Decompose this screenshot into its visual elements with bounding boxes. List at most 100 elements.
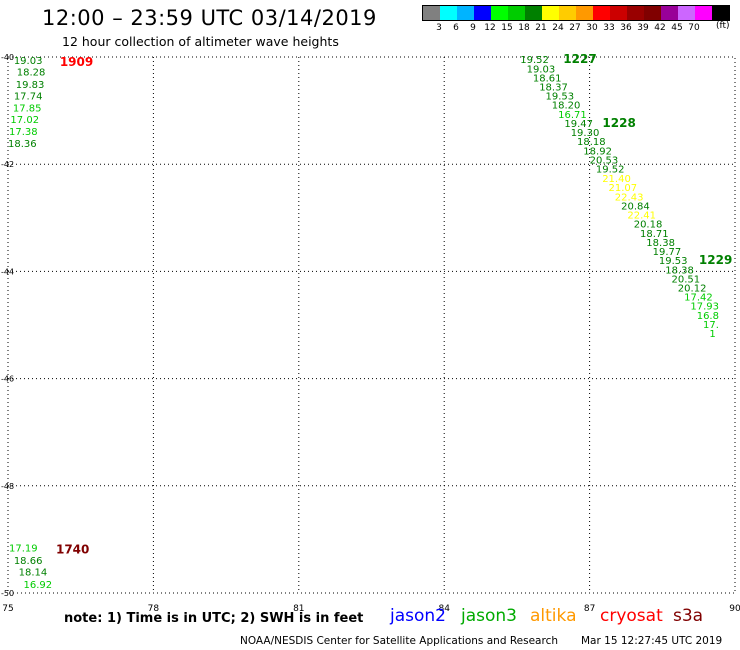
y-tick-label: -42 <box>1 160 14 169</box>
legend-tick-label: 27 <box>569 23 581 33</box>
footer-note: note: 1) Time is in UTC; 2) SWH is in fe… <box>64 611 364 626</box>
swh-label: 19.53 <box>545 92 574 103</box>
legend-swatch <box>525 6 542 20</box>
swh-label: 21.40 <box>602 174 631 185</box>
x-tick-label: 87 <box>584 604 595 614</box>
swh-label: 17.74 <box>14 92 43 103</box>
swh-label: 21.07 <box>609 183 638 194</box>
legend-tick-label: 39 <box>637 23 649 33</box>
x-tick-label: 84 <box>438 604 450 614</box>
legend-swatch <box>627 6 644 20</box>
swh-label: 17.19 <box>9 543 38 554</box>
swh-label: 22.43 <box>615 192 644 203</box>
swh-label: 17. <box>703 320 719 331</box>
legend-tick-label: 70 <box>688 23 700 33</box>
legend-swatch <box>695 6 712 20</box>
swh-label: 19.03 <box>527 64 556 75</box>
legend-swatch <box>712 6 729 20</box>
swh-label: 20.84 <box>621 201 650 212</box>
legend-tick-label: 12 <box>484 23 496 33</box>
swh-label: 18.20 <box>552 101 581 112</box>
swh-label: 18.37 <box>539 82 568 93</box>
swh-label: 18.66 <box>14 556 43 567</box>
legend-swatch <box>423 6 440 20</box>
legend-unit: (ft) <box>716 21 730 31</box>
swh-label: 19.53 <box>659 256 688 267</box>
legend-tick-label: 30 <box>586 23 598 33</box>
swh-label: 17.02 <box>10 115 39 126</box>
y-tick-label: -48 <box>1 482 14 491</box>
swh-label: 22.41 <box>627 211 656 222</box>
swh-label: 1 <box>709 329 715 340</box>
y-tick-label: -50 <box>1 589 14 598</box>
swh-label: 18.38 <box>646 238 675 249</box>
legend-swatch <box>474 6 491 20</box>
satellite-jason3: jason3 <box>461 606 517 626</box>
swh-label: 19.52 <box>520 55 549 66</box>
page-subtitle: 12 hour collection of altimeter wave hei… <box>62 34 339 49</box>
swh-label: 19.30 <box>571 128 600 139</box>
legend-swatch <box>576 6 593 20</box>
y-tick-label: -46 <box>1 375 14 384</box>
legend-swatch <box>491 6 508 20</box>
swh-label: 20.51 <box>672 274 701 285</box>
legend-tick-label: 24 <box>552 23 564 33</box>
legend-tick-label: 36 <box>620 23 632 33</box>
x-tick-label: 81 <box>293 604 304 614</box>
legend-tick-label: 9 <box>470 23 476 33</box>
page-title: 12:00 – 23:59 UTC 03/14/2019 <box>42 6 377 30</box>
swh-label: 18.71 <box>640 229 669 240</box>
swh-label: 19.77 <box>653 247 682 258</box>
legend-tick-label: 45 <box>671 23 683 33</box>
track-time-label: 1229 <box>699 253 732 267</box>
swh-label: 17.85 <box>13 103 42 114</box>
legend-tick-label: 33 <box>603 23 615 33</box>
legend-swatch <box>661 6 678 20</box>
legend-tick-label: 3 <box>436 23 442 33</box>
x-tick-label: 75 <box>2 604 13 614</box>
swh-label: 19.83 <box>16 80 45 91</box>
color-legend: 3 6 9 12 15 18 21 24 27 30 33 36 39 42 45 70 <box>422 5 730 35</box>
credit-line: NOAA/NESDIS Center for Satellite Applica… <box>240 635 558 647</box>
swh-label: 18.92 <box>583 146 612 157</box>
swh-label: 20.12 <box>678 283 707 294</box>
swh-label: 18.36 <box>8 139 37 150</box>
legend-tick-label: 18 <box>518 23 530 33</box>
swh-label: 16.92 <box>24 580 53 591</box>
y-tick-label: -44 <box>1 267 14 276</box>
satellite-cryosat: cryosat <box>600 606 663 626</box>
swh-label: 17.93 <box>690 302 719 313</box>
legend-swatch <box>440 6 457 20</box>
track-time-label: 1227 <box>563 52 596 66</box>
legend-swatch <box>678 6 695 20</box>
swh-label: 18.61 <box>533 73 562 84</box>
swh-label: 18.28 <box>17 67 46 78</box>
legend-swatch <box>457 6 474 20</box>
track-time-label: 1909 <box>60 55 93 69</box>
swh-label: 19.03 <box>14 56 43 67</box>
legend-tick-label: 15 <box>501 23 513 33</box>
swh-label: 17.38 <box>9 127 38 138</box>
legend-tick-label: 6 <box>453 23 459 33</box>
swh-label: 16.71 <box>558 110 587 121</box>
legend-swatches <box>422 5 730 21</box>
legend-swatch <box>610 6 627 20</box>
x-tick-label: 90 <box>729 604 740 614</box>
swh-label: 17.42 <box>684 293 713 304</box>
legend-ticks: 3 6 9 12 15 18 21 24 27 30 33 36 39 42 45 70 <box>422 21 716 35</box>
satellite-s3a: s3a <box>673 606 704 626</box>
legend-swatch <box>542 6 559 20</box>
legend-swatch <box>559 6 576 20</box>
swh-label: 20.53 <box>590 155 619 166</box>
track-time-label: 1740 <box>56 542 89 556</box>
swh-label: 19.47 <box>564 119 593 130</box>
swh-label: 20.18 <box>634 220 663 231</box>
legend-swatch <box>508 6 525 20</box>
swh-label: 16.8 <box>697 311 719 322</box>
legend-tick-label: 21 <box>535 23 547 33</box>
swh-label: 18.14 <box>19 568 48 579</box>
legend-swatch <box>593 6 610 20</box>
y-tick-label: -40 <box>1 53 14 62</box>
swh-label: 18.18 <box>577 137 606 148</box>
